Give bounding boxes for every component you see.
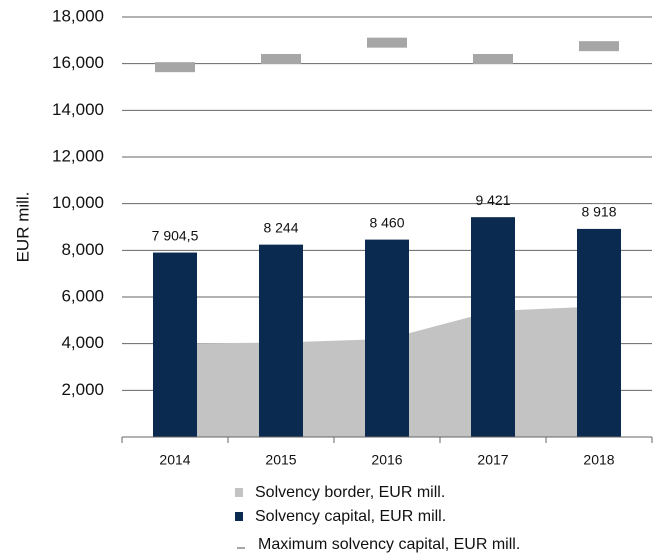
legend-swatch	[235, 512, 243, 521]
y-tick-label: 18,000	[52, 6, 104, 25]
data-label: 8 244	[263, 219, 298, 235]
x-tick-label: 2015	[265, 452, 296, 468]
y-tick-label: 4,000	[61, 333, 104, 352]
bar	[259, 244, 303, 437]
x-tick-label: 2016	[371, 452, 402, 468]
x-tick-label: 2018	[583, 452, 614, 468]
marker	[261, 54, 301, 64]
x-tick-label: 2014	[159, 452, 190, 468]
y-tick-label: 10,000	[52, 193, 104, 212]
y-tick-label: 8,000	[61, 240, 104, 259]
data-label: 9 421	[475, 192, 510, 208]
y-tick-label: 2,000	[61, 380, 104, 399]
y-tick-label: 12,000	[52, 146, 104, 165]
x-tick-label: 2017	[477, 452, 508, 468]
data-label: 8 460	[369, 214, 404, 230]
y-tick-label: 14,000	[52, 100, 104, 119]
legend-label: Solvency capital, EUR mill.	[255, 508, 446, 525]
y-axis-label: EUR mill.	[13, 192, 32, 263]
y-tick-label: 16,000	[52, 53, 104, 72]
bar	[471, 217, 515, 437]
legend-swatch	[237, 547, 245, 549]
marker	[579, 41, 619, 52]
marker	[473, 54, 513, 64]
marker	[367, 37, 407, 48]
legend-label: Solvency border, EUR mill.	[255, 484, 445, 501]
legend-swatch	[235, 488, 243, 497]
marker	[155, 62, 195, 73]
bar	[577, 228, 621, 437]
bar	[365, 239, 409, 437]
legend-label: Maximum solvency capital, EUR mill.	[258, 536, 520, 553]
bar	[153, 252, 197, 437]
y-tick-label: 6,000	[61, 286, 104, 305]
data-label: 8 918	[581, 204, 616, 220]
data-label: 7 904,5	[152, 227, 199, 243]
